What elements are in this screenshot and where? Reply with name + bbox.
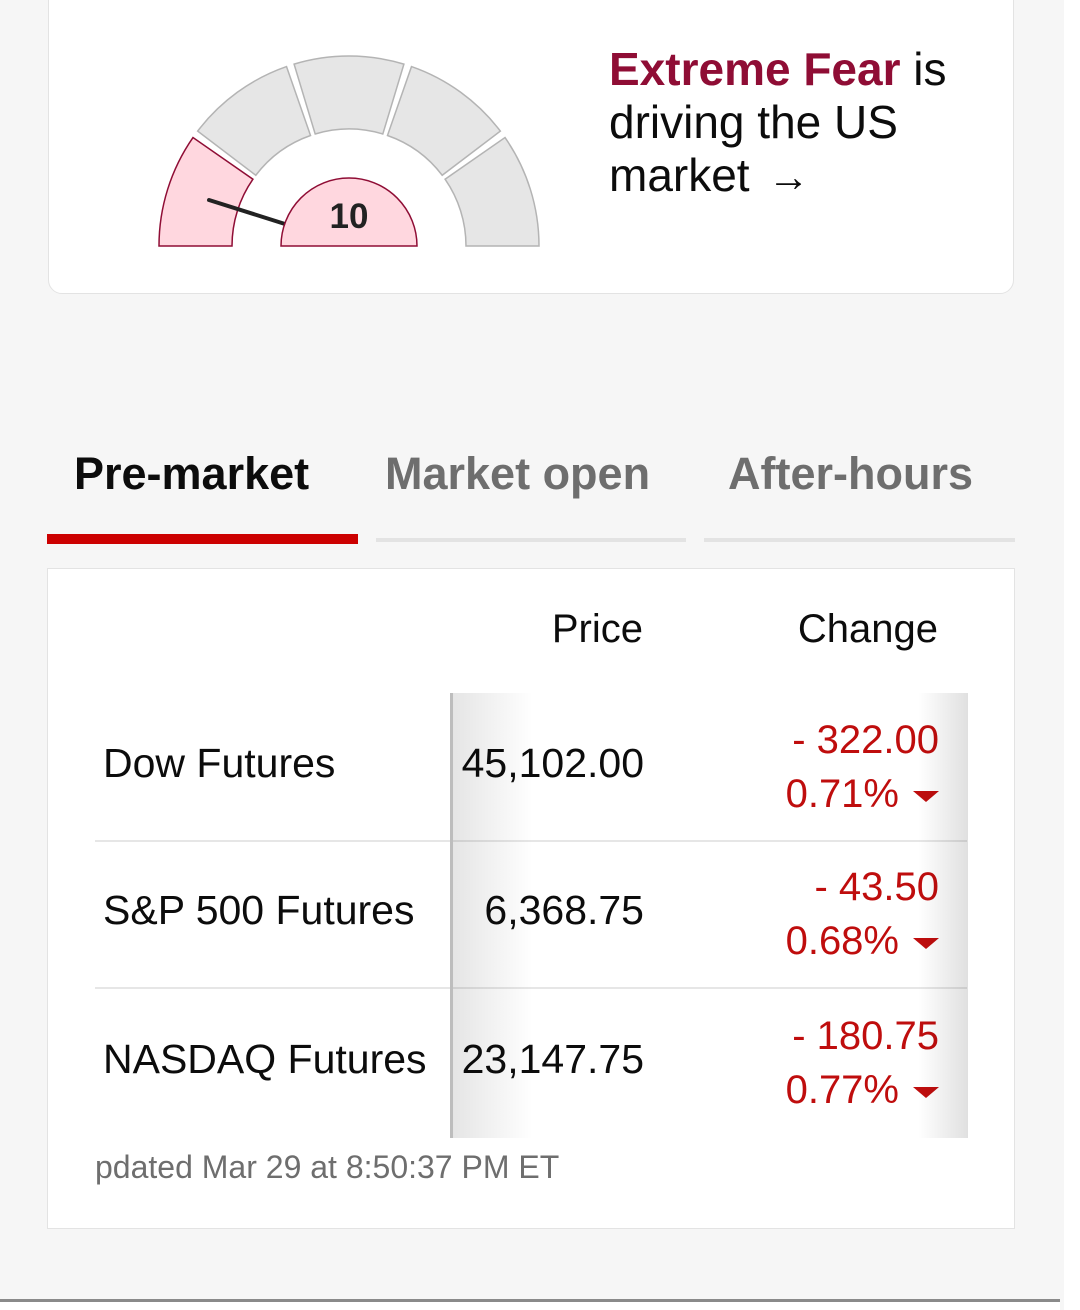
right-edge-gutter	[1064, 0, 1080, 1310]
gauge-segment-1	[158, 136, 254, 247]
down-arrow-icon	[913, 937, 939, 949]
market-change-percent: 0.77%	[785, 1068, 899, 1112]
down-arrow-icon	[913, 1086, 939, 1098]
tab-market-open-underline	[376, 538, 686, 542]
bottom-divider	[0, 1299, 1060, 1310]
tab-after-hours-underline	[704, 538, 1015, 542]
price-column-header: Price	[551, 607, 643, 651]
gauge-segments	[158, 55, 540, 247]
tab-after-hours[interactable]: After-hours	[704, 440, 1015, 546]
market-price: 23,147.75	[461, 1036, 644, 1082]
gauge-segment-3	[293, 55, 405, 135]
market-change-percent: 0.71%	[785, 772, 899, 816]
price-column-scroll-shadow	[450, 693, 533, 1138]
arrow-right-icon: →	[767, 153, 810, 200]
market-name: Dow Futures	[103, 740, 336, 786]
down-arrow-icon	[913, 790, 939, 802]
change-column-scroll-shadow	[918, 693, 968, 1138]
market-change: - 322.00 0.71%	[786, 713, 939, 821]
market-change-points: - 180.75	[792, 1014, 939, 1058]
market-row-sp500[interactable]: S&P 500 Futures 6,368.75 - 43.50 0.68%	[95, 840, 967, 989]
gauge-needle	[207, 198, 287, 226]
gauge-score: 10	[330, 197, 369, 236]
tab-pre-market-underline	[47, 534, 358, 544]
market-name: S&P 500 Futures	[103, 887, 415, 933]
market-row-nasdaq[interactable]: NASDAQ Futures 23,147.75 - 180.75 0.77%	[95, 989, 967, 1136]
market-change: - 180.75 0.77%	[786, 1009, 939, 1117]
gauge-segment-2	[196, 65, 312, 177]
gauge-segment-4	[386, 65, 502, 177]
fear-greed-description: is driving the US market	[609, 43, 947, 201]
market-row-dow[interactable]: Dow Futures 45,102.00 - 322.00 0.71%	[95, 693, 967, 842]
updated-timestamp: pdated Mar 29 at 8:50:37 PM ET	[95, 1149, 560, 1185]
gauge-score-dial	[280, 177, 418, 247]
fear-greed-gauge: 10	[158, 55, 540, 247]
markets-table: Price Change Dow Futures 45,102.00 - 322…	[47, 568, 1015, 1229]
fear-greed-level: Extreme Fear	[609, 43, 901, 95]
market-name: NASDAQ Futures	[103, 1036, 427, 1082]
tab-market-open-label: Market open	[385, 448, 651, 499]
market-change-points: - 322.00	[792, 718, 939, 762]
market-price: 45,102.00	[461, 740, 644, 786]
change-column-header: Change	[797, 607, 938, 651]
market-change-points: - 43.50	[814, 865, 939, 909]
gauge-segment-5	[444, 136, 540, 247]
market-change-percent: 0.68%	[785, 919, 899, 963]
tab-pre-market[interactable]: Pre-market	[47, 440, 358, 546]
tab-pre-market-label: Pre-market	[74, 448, 310, 499]
market-change: - 43.50 0.68%	[786, 860, 939, 968]
market-price: 6,368.75	[484, 887, 644, 933]
fear-greed-card[interactable]: 10 Extreme Fear is driving the US market…	[48, 0, 1014, 294]
tab-after-hours-label: After-hours	[728, 448, 973, 499]
tab-market-open[interactable]: Market open	[376, 440, 686, 546]
fear-greed-headline: Extreme Fear is driving the US market →	[609, 43, 989, 203]
market-session-tabs: Pre-market Market open After-hours	[47, 440, 1015, 546]
